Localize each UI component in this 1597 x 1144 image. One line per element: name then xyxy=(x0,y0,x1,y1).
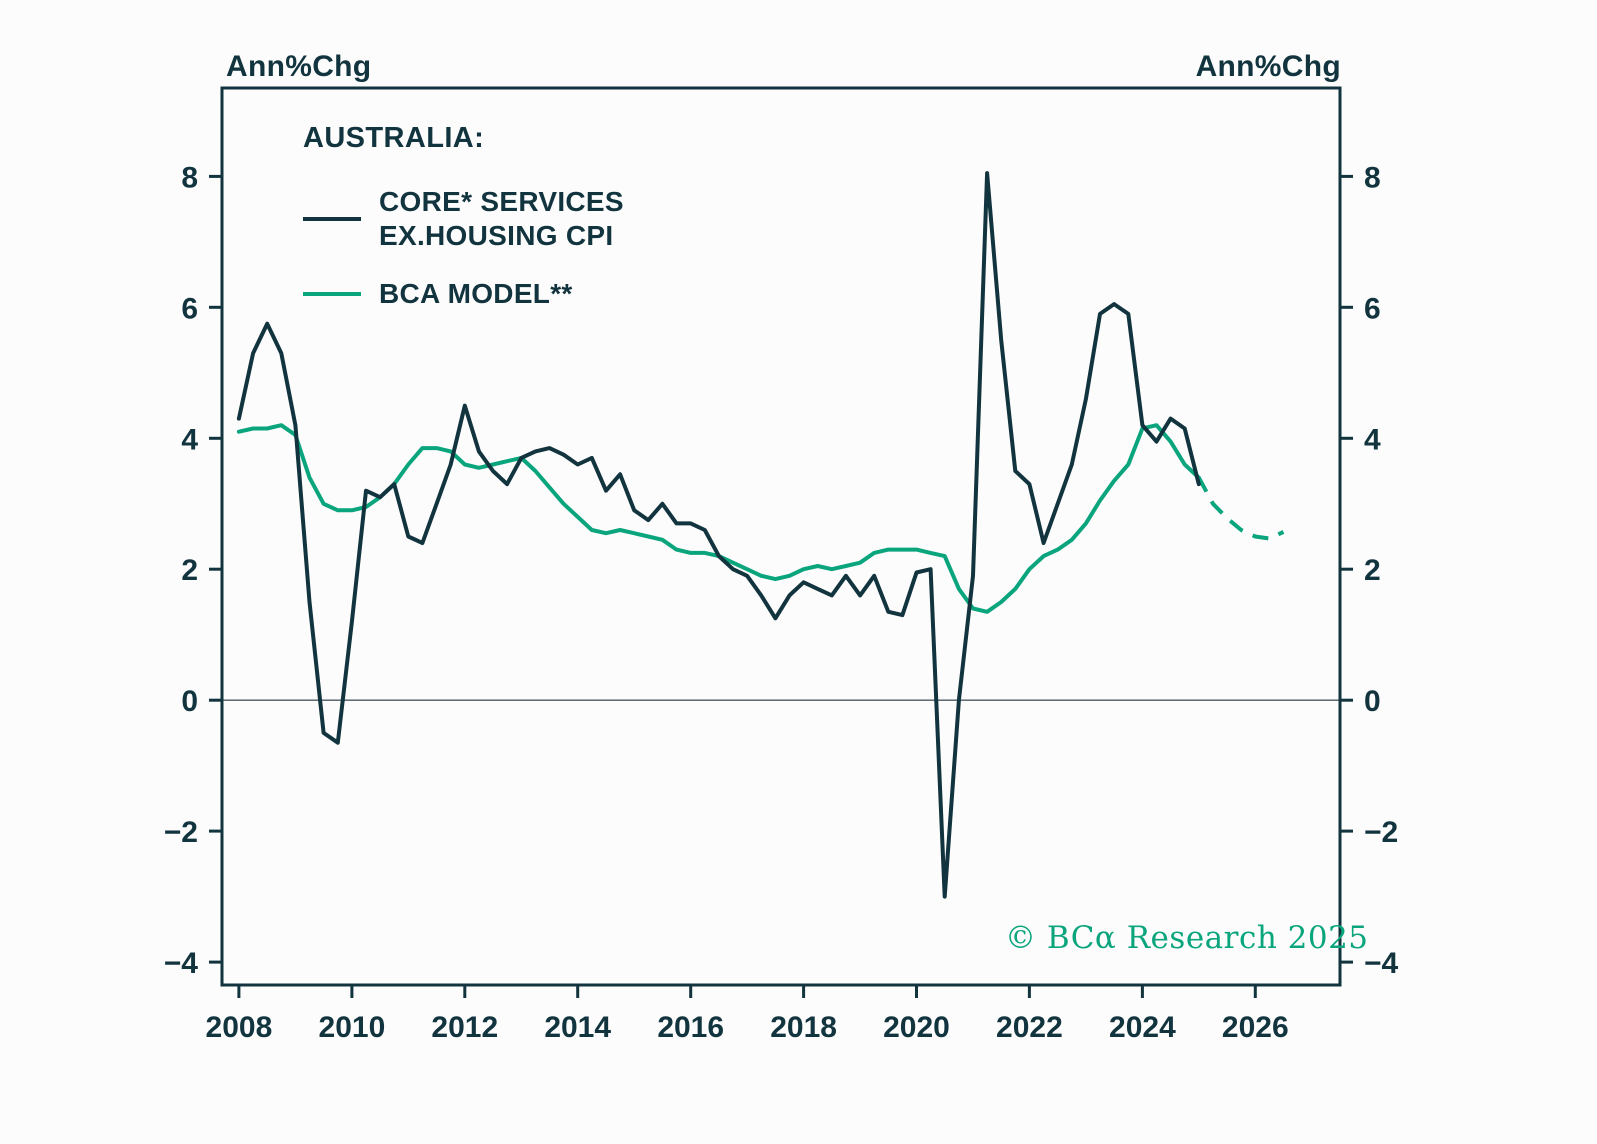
y-axis-tick-label-left: −2 xyxy=(164,816,198,849)
copyright-notice: © BCα Research 2025 xyxy=(1005,920,1369,956)
y-axis-tick-label-right: 6 xyxy=(1364,292,1381,325)
x-axis-tick-label: 2008 xyxy=(206,1011,273,1044)
y-axis-tick-label-left: 2 xyxy=(181,554,198,587)
legend-heading: AUSTRALIA: xyxy=(303,122,485,154)
core-line-swatch xyxy=(303,217,361,222)
series-bca-model-line xyxy=(236,423,1201,614)
y-axis-tick-label-right: 4 xyxy=(1364,423,1381,456)
legend-model-label: BCA MODEL** xyxy=(379,278,573,310)
y-axis-tick-label-right: −2 xyxy=(1364,816,1398,849)
y-axis-tick-label-right: −4 xyxy=(1364,947,1399,980)
y-axis-tick-label-left: 6 xyxy=(181,292,198,325)
legend-item-core-services: CORE* SERVICES EX.HOUSING CPI xyxy=(303,185,624,253)
series-bca-model-forecast-line xyxy=(1197,476,1285,541)
x-axis-tick-label: 2012 xyxy=(431,1011,498,1044)
plot-border xyxy=(220,86,1342,987)
x-axis-tick-label: 2022 xyxy=(996,1011,1063,1044)
left-axis-title: Ann%Chg xyxy=(226,50,372,83)
legend-item-bca-model: BCA MODEL** xyxy=(303,277,624,311)
x-axis-tick-label: 2014 xyxy=(544,1011,611,1044)
y-axis-tick-label-left: 4 xyxy=(181,423,198,456)
y-axis-tick-label-right: 0 xyxy=(1364,685,1381,718)
legend-core-label: CORE* SERVICES EX.HOUSING CPI xyxy=(379,185,624,253)
x-axis-tick-label: 2024 xyxy=(1109,1011,1176,1044)
y-axis-tick-label-left: 8 xyxy=(181,161,198,194)
x-axis-tick-label: 2010 xyxy=(319,1011,386,1044)
y-axis-tick-label-left: 0 xyxy=(181,685,198,718)
series-core-services-ex-housing-cpi-line xyxy=(236,171,1201,899)
right-axis-title: Ann%Chg xyxy=(1195,50,1341,83)
x-axis-tick-label: 2026 xyxy=(1222,1011,1289,1044)
y-axis-tick-label-right: 8 xyxy=(1364,161,1381,194)
y-axis-tick-label-right: 2 xyxy=(1364,554,1381,587)
legend-core-label-line2: EX.HOUSING CPI xyxy=(379,220,614,252)
x-axis-tick-label: 2016 xyxy=(657,1011,724,1044)
model-line-swatch xyxy=(303,292,361,297)
x-axis-tick-label: 2020 xyxy=(883,1011,950,1044)
legend-core-label-line1: CORE* SERVICES xyxy=(379,186,624,217)
chart-legend: AUSTRALIA: CORE* SERVICES EX.HOUSING CPI… xyxy=(303,122,624,311)
x-axis-tick-label: 2018 xyxy=(770,1011,837,1044)
y-axis-tick-label-left: −4 xyxy=(164,947,199,980)
